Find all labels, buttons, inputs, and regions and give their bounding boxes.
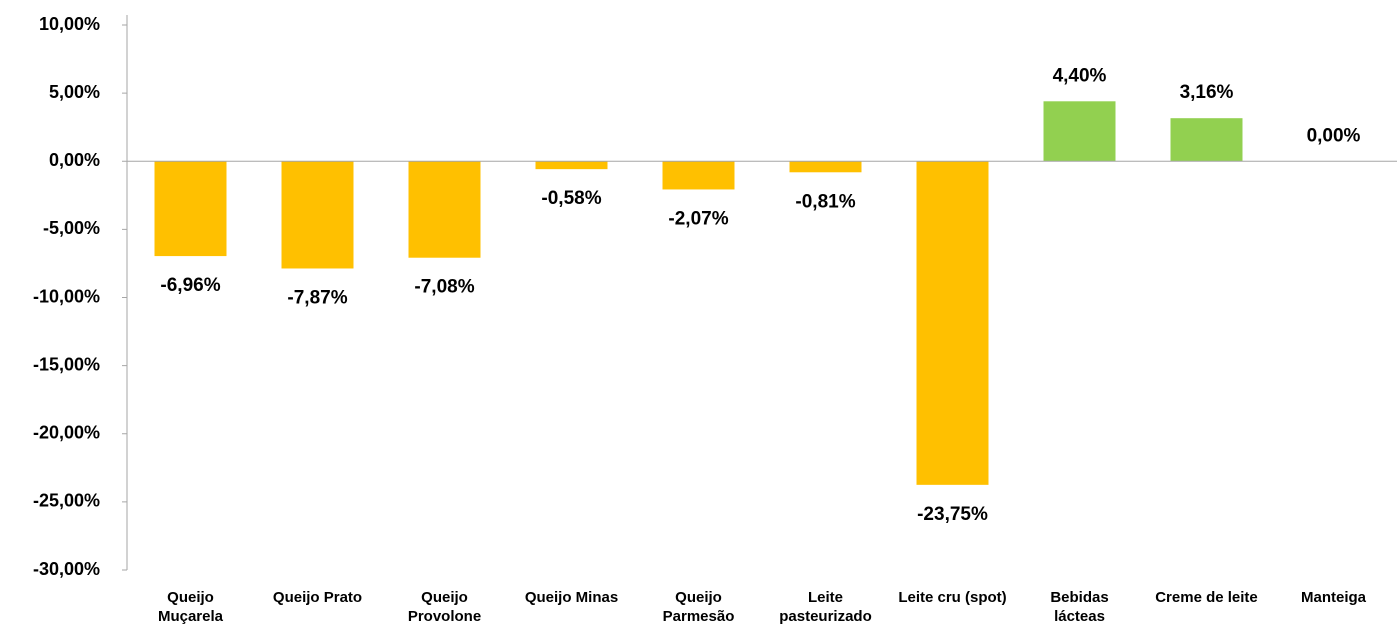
- value-label: 4,40%: [1053, 65, 1107, 86]
- bar: [154, 161, 227, 257]
- bar: [281, 161, 354, 269]
- value-label: -2,07%: [668, 208, 728, 229]
- x-tick-label: Leite pasteurizado: [779, 589, 872, 625]
- y-tick-label: -25,00%: [33, 491, 100, 511]
- y-tick-label: -30,00%: [33, 559, 100, 579]
- x-tick-label: Queijo Prato: [272, 589, 363, 606]
- y-tick-label: 10,00%: [39, 14, 100, 34]
- value-label: -7,08%: [414, 277, 474, 298]
- value-label: -0,58%: [541, 188, 601, 209]
- x-tick-label: Manteiga: [1300, 589, 1366, 606]
- y-tick-label: -5,00%: [43, 218, 100, 238]
- x-tick-label: Creme de leite: [1155, 589, 1258, 606]
- bar: [1170, 118, 1243, 162]
- value-label: -0,81%: [795, 191, 855, 212]
- x-tick-label: Queijo Provolone: [407, 589, 482, 625]
- bar: [1043, 101, 1116, 162]
- y-tick-label: 5,00%: [49, 82, 100, 102]
- x-tick-label: Queijo Parmesão: [662, 589, 735, 625]
- bar: [408, 161, 481, 258]
- y-tick-label: -20,00%: [33, 423, 100, 443]
- bar: [535, 161, 608, 170]
- bar: [789, 161, 862, 173]
- y-tick-label: -15,00%: [33, 354, 100, 374]
- y-tick-label: 0,00%: [49, 150, 100, 170]
- x-tick-label: Queijo Muçarela: [157, 589, 224, 625]
- x-tick-label: Leite cru (spot): [898, 589, 1007, 606]
- bar: [916, 161, 989, 485]
- x-tick-label: Bebidas lácteas: [1050, 589, 1109, 625]
- value-label: -6,96%: [160, 275, 220, 296]
- y-tick-label: -10,00%: [33, 286, 100, 306]
- value-label: -7,87%: [287, 287, 347, 308]
- value-label: 0,00%: [1307, 125, 1361, 146]
- bar: [662, 161, 735, 190]
- value-label: -23,75%: [917, 504, 988, 525]
- value-label: 3,16%: [1180, 82, 1234, 103]
- x-tick-label: Queijo Minas: [524, 589, 619, 606]
